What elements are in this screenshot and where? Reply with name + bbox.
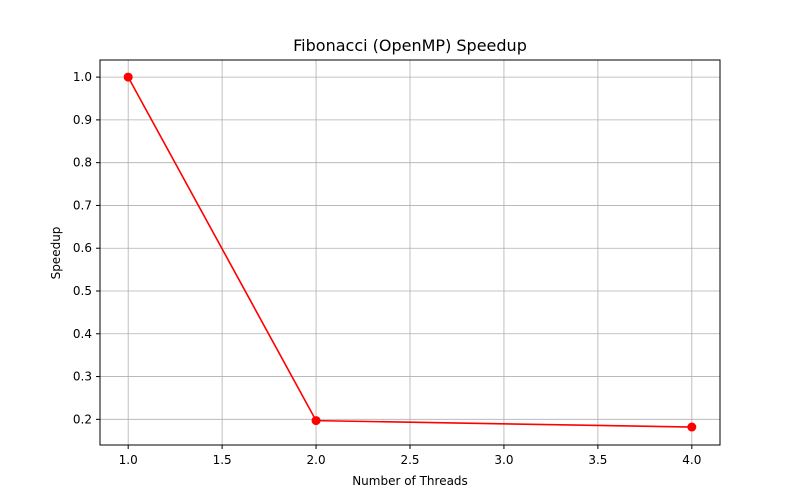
y-tick-label: 1.0: [73, 70, 92, 84]
x-tick-label: 2.0: [307, 453, 326, 467]
x-tick-label: 1.5: [213, 453, 232, 467]
y-tick-label: 0.2: [73, 412, 92, 426]
y-tick-label: 0.5: [73, 284, 92, 298]
y-tick-label: 0.8: [73, 156, 92, 170]
data-point: [123, 72, 133, 82]
x-tick-label: 3.0: [494, 453, 513, 467]
x-tick-label: 3.5: [588, 453, 607, 467]
data-point: [311, 416, 321, 426]
chart-title: Fibonacci (OpenMP) Speedup: [293, 36, 527, 55]
data-point: [687, 422, 697, 432]
x-tick-label: 1.0: [119, 453, 138, 467]
series-layer: [123, 72, 697, 432]
x-tick-label: 2.5: [400, 453, 419, 467]
y-axis-label: Speedup: [49, 227, 63, 280]
y-tick-label: 0.4: [73, 327, 92, 341]
y-tick-label: 0.6: [73, 241, 92, 255]
grid-layer: [100, 60, 720, 445]
x-axis-label: Number of Threads: [352, 474, 468, 488]
y-tick-label: 0.7: [73, 198, 92, 212]
ticks-layer: 1.0 1.5 2.0 2.5 3.0 3.5 4.0 0.2 0.3 0.4 0.5 0.6 0.7 0…: [73, 70, 701, 467]
y-tick-label: 0.9: [73, 113, 92, 127]
x-tick-label: 4.0: [682, 453, 701, 467]
y-tick-label: 0.3: [73, 370, 92, 384]
